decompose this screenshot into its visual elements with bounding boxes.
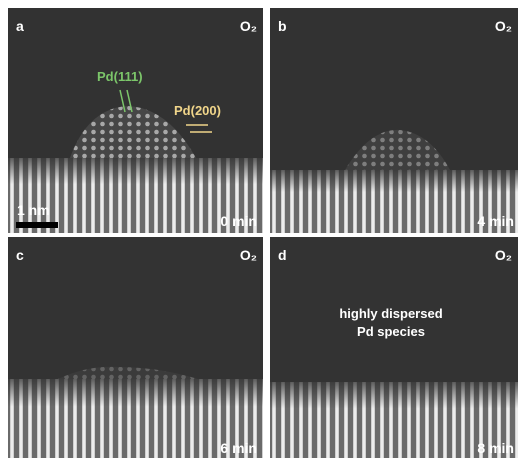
annotation: highly dispersed: [339, 306, 442, 321]
figure: a b c d O₂ O₂ O₂ O₂ 0 min 4 min 6 min 8 …: [0, 0, 519, 458]
time-label: 8 min: [477, 440, 514, 456]
time-label: 4 min: [477, 213, 514, 229]
panel-d: [270, 237, 518, 458]
annotation: Pd(200): [174, 103, 221, 118]
panel-c: [8, 237, 263, 458]
panel-label: d: [278, 247, 287, 263]
annotation: Pd(111): [97, 69, 143, 84]
panel-a: [8, 8, 263, 233]
annotation: Pd species: [357, 324, 425, 339]
scale-bar-label: 1 nm: [17, 202, 50, 218]
gas-label: O₂: [495, 247, 512, 263]
gas-label: O₂: [240, 247, 257, 263]
time-label: 6 min: [220, 440, 257, 456]
panel-b: [270, 8, 518, 233]
gas-label: O₂: [495, 18, 512, 34]
panel-label: c: [16, 247, 24, 263]
gas-label: O₂: [240, 18, 257, 34]
panel-label: a: [16, 18, 24, 34]
panel-label: b: [278, 18, 287, 34]
time-label: 0 min: [220, 213, 257, 229]
